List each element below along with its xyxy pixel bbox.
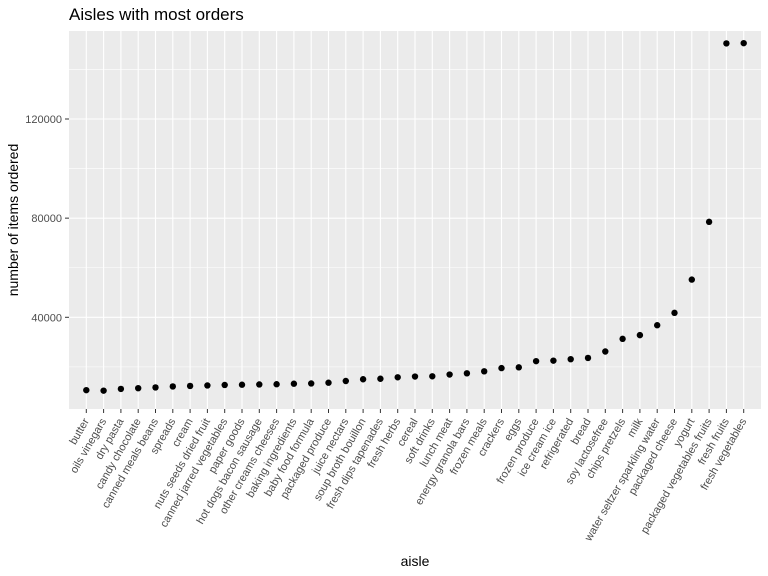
data-point xyxy=(429,373,436,380)
data-point xyxy=(290,380,298,387)
data-point xyxy=(723,40,730,47)
data-point xyxy=(342,377,349,385)
data-point xyxy=(100,387,107,394)
data-point xyxy=(238,381,246,388)
y-tick-label: 80000 xyxy=(31,213,62,225)
data-point xyxy=(83,386,90,394)
data-point xyxy=(394,374,401,381)
data-point xyxy=(567,355,574,363)
data-point xyxy=(463,370,471,377)
data-point xyxy=(532,357,540,365)
data-point xyxy=(204,382,211,389)
data-point xyxy=(325,379,332,386)
data-point xyxy=(602,348,609,355)
data-point xyxy=(671,309,678,317)
data-point xyxy=(169,383,176,390)
data-point xyxy=(654,322,661,329)
y-tick-label: 40000 xyxy=(31,312,62,324)
y-axis: 40000 80000 120000 xyxy=(25,114,69,324)
data-point xyxy=(636,331,644,339)
data-point xyxy=(619,335,626,343)
data-point xyxy=(688,276,695,283)
data-point xyxy=(273,381,280,388)
data-point xyxy=(377,375,384,382)
data-point xyxy=(152,384,159,391)
data-point xyxy=(515,364,522,371)
data-point xyxy=(498,364,505,372)
y-axis-title: number of items ordered xyxy=(5,144,21,297)
data-point xyxy=(740,39,747,47)
data-point xyxy=(411,373,419,380)
data-point xyxy=(221,381,228,389)
x-axis-title: aisle xyxy=(401,553,430,569)
data-point xyxy=(186,382,194,390)
data-point xyxy=(584,354,592,362)
data-point xyxy=(256,381,263,388)
chart-title: Aisles with most orders xyxy=(69,5,244,24)
data-point xyxy=(135,384,142,392)
data-point xyxy=(117,385,125,393)
data-point xyxy=(481,368,488,375)
data-point xyxy=(705,218,713,226)
data-point xyxy=(359,376,367,383)
data-points xyxy=(83,39,747,394)
data-point xyxy=(446,371,453,378)
data-point xyxy=(550,357,557,364)
grid-lines xyxy=(69,31,761,409)
y-tick-label: 120000 xyxy=(25,114,62,126)
data-point xyxy=(308,380,315,387)
